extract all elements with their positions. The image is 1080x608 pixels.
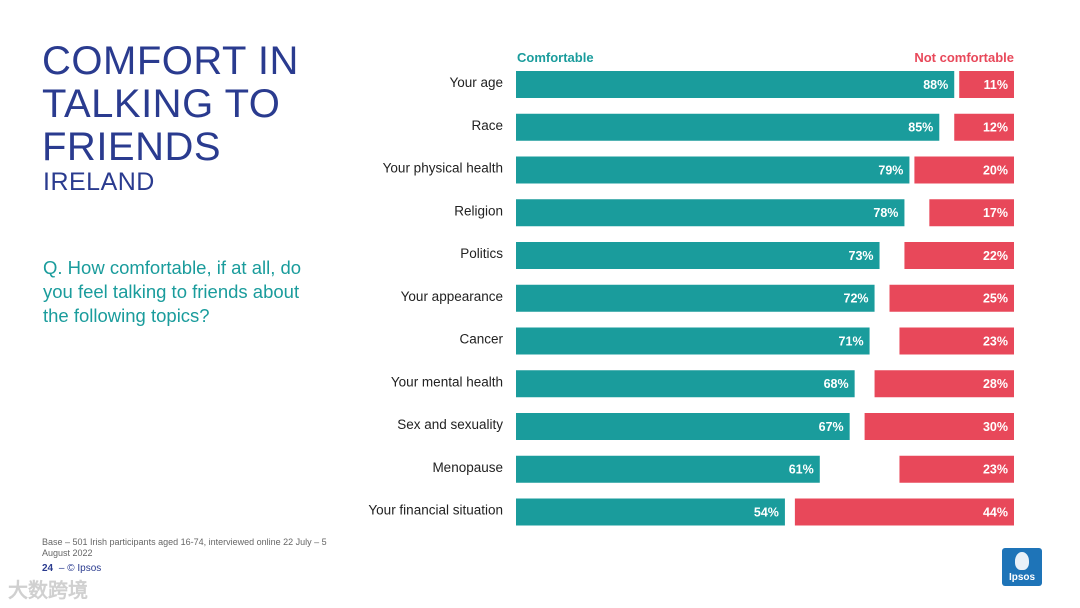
- title-line: TALKING TO: [42, 82, 281, 126]
- category-label: Cancer: [459, 332, 503, 347]
- bar-comfortable: [516, 284, 875, 312]
- bar-comfortable: [516, 199, 905, 227]
- page-footer: 24 – © Ipsos: [42, 563, 101, 574]
- category-label: Menopause: [432, 460, 503, 475]
- bar-not-comfortable: [794, 498, 1014, 526]
- data-label-not-comfortable: 44%: [983, 505, 1008, 519]
- page-subtitle: IRELAND: [43, 168, 155, 196]
- watermark: 大数跨境: [8, 580, 88, 602]
- survey-question: Q. How comfortable, if at all, do you fe…: [43, 257, 302, 326]
- category-label: Race: [471, 118, 503, 133]
- bar-not-comfortable: [954, 113, 1014, 141]
- data-label-comfortable: 78%: [873, 206, 898, 220]
- data-label-not-comfortable: 23%: [983, 334, 1008, 348]
- data-label-not-comfortable: 25%: [983, 292, 1008, 306]
- data-label-not-comfortable: 11%: [984, 78, 1008, 92]
- bar-not-comfortable: [889, 284, 1014, 312]
- data-label-not-comfortable: 22%: [983, 249, 1008, 263]
- page-separator: –: [58, 563, 65, 574]
- data-label-comfortable: 68%: [824, 377, 849, 391]
- category-label: Politics: [460, 246, 503, 261]
- data-label-comfortable: 67%: [819, 420, 844, 434]
- category-label: Your appearance: [401, 289, 503, 304]
- bar-not-comfortable: [899, 327, 1014, 355]
- bar-comfortable: [516, 455, 820, 483]
- data-label-not-comfortable: 30%: [983, 420, 1008, 434]
- bar-comfortable: [516, 370, 855, 398]
- data-label-not-comfortable: 20%: [983, 163, 1008, 177]
- bar-comfortable: [516, 156, 910, 184]
- bar-comfortable: [516, 327, 870, 355]
- data-label-comfortable: 61%: [789, 463, 814, 477]
- bar-comfortable: [516, 413, 850, 440]
- category-label: Sex and sexuality: [397, 417, 503, 432]
- data-label-not-comfortable: 12%: [983, 121, 1008, 135]
- data-label-comfortable: 88%: [923, 78, 948, 92]
- bar-not-comfortable: [959, 71, 1014, 98]
- bar-comfortable: [516, 71, 955, 98]
- ipsos-logo: Ipsos: [1002, 548, 1042, 586]
- bar-not-comfortable: [904, 242, 1014, 269]
- legend-not-comfortable: Not comfortable: [914, 50, 1014, 65]
- data-label-comfortable: 85%: [908, 121, 933, 135]
- legend-comfortable: Comfortable: [517, 50, 594, 65]
- data-label-not-comfortable: 17%: [983, 206, 1008, 220]
- bar-not-comfortable: [899, 455, 1014, 483]
- category-label: Your age: [449, 75, 503, 90]
- copyright: © Ipsos: [67, 563, 102, 574]
- logo-text: Ipsos: [1008, 572, 1036, 583]
- title-line: COMFORT IN: [42, 39, 299, 83]
- data-label-comfortable: 73%: [849, 249, 874, 263]
- bar-comfortable: [516, 498, 785, 526]
- data-label-not-comfortable: 28%: [983, 377, 1008, 391]
- title-line: FRIENDS: [42, 125, 222, 169]
- logo-mark-icon: [1015, 552, 1029, 570]
- data-label-not-comfortable: 23%: [983, 463, 1008, 477]
- category-label: Your financial situation: [368, 503, 503, 518]
- footnote: Base – 501 Irish participants aged 16-74…: [42, 537, 327, 558]
- category-label: Religion: [454, 203, 503, 218]
- bar-comfortable: [516, 113, 940, 141]
- category-label: Your physical health: [383, 161, 503, 176]
- data-label-comfortable: 79%: [878, 163, 903, 177]
- page-number: 24: [42, 563, 54, 574]
- category-label: Your mental health: [391, 374, 503, 389]
- bar-not-comfortable: [929, 199, 1014, 227]
- bar-not-comfortable: [914, 156, 1014, 184]
- page-title: COMFORT IN TALKING TO FRIENDS: [42, 40, 342, 169]
- data-label-comfortable: 71%: [839, 334, 864, 348]
- bar-comfortable: [516, 242, 880, 269]
- data-label-comfortable: 72%: [844, 292, 869, 306]
- bar-not-comfortable: [864, 413, 1014, 440]
- bar-not-comfortable: [874, 370, 1014, 398]
- data-label-comfortable: 54%: [754, 505, 779, 519]
